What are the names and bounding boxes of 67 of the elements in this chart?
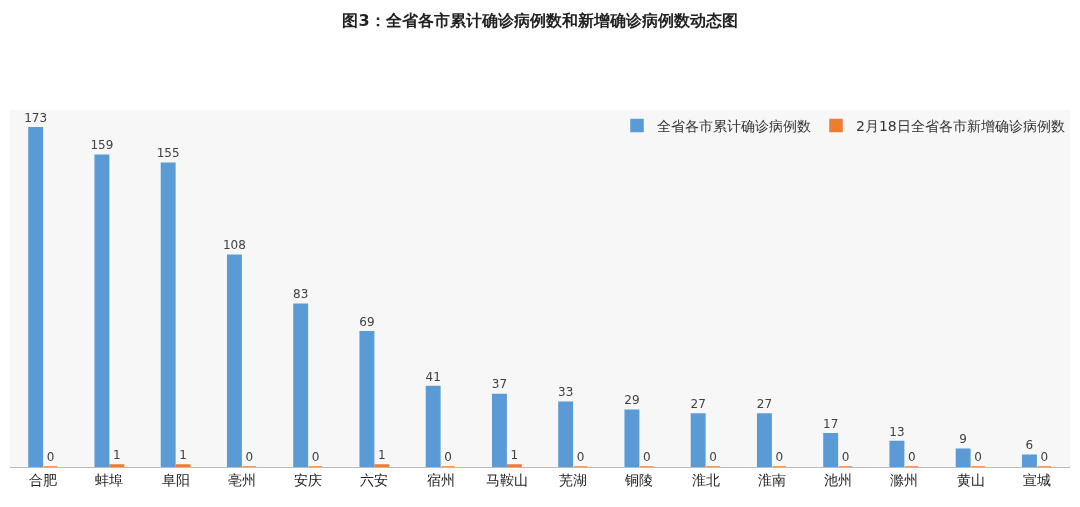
legend-label: 2月18日全省各市新增确诊病例数 [856,118,1065,135]
x-tick-label: 滁州 [890,471,919,488]
bar [359,330,375,467]
data-label: 13 [889,424,905,439]
data-label: 0 [46,450,55,464]
bar [94,154,110,467]
data-label: 0 [311,450,320,464]
x-tick-label: 淮南 [757,471,786,488]
x-tick-label: 池州 [824,471,853,488]
data-label: 6 [1025,438,1034,453]
data-label: 17 [823,416,839,431]
chart-title: 图3：全省各市累计确诊病例数和新增确诊病例数动态图 [342,11,738,31]
x-tick-label: 阜阳 [161,471,190,488]
bar [226,254,242,467]
bar [160,162,176,467]
data-label: 33 [558,385,574,400]
data-label: 1 [179,448,187,463]
data-label: 0 [444,450,452,464]
data-label: 155 [156,146,180,161]
data-label: 27 [690,397,706,412]
bar [624,409,640,467]
data-label: 108 [222,238,246,253]
legend-label: 全省各市累计确诊病例数 [657,118,811,135]
x-tick-label: 宿州 [426,471,455,488]
data-label: 0 [908,450,916,464]
data-label: 0 [709,450,717,464]
data-label: 0 [775,450,784,464]
data-label: 69 [359,314,375,329]
bar [425,385,441,467]
data-label: 83 [293,287,309,302]
data-label: 0 [643,450,651,464]
x-tick-label: 六安 [360,471,389,488]
x-tick-label: 安庆 [294,471,323,488]
bar [823,432,839,467]
data-label: 0 [974,450,982,464]
data-label: 0 [841,450,850,464]
data-label: 0 [245,450,254,464]
bar [1021,454,1037,467]
x-tick-label: 合肥 [29,471,58,488]
bar [491,393,507,467]
data-label: 1 [378,448,386,463]
data-label: 0 [1040,450,1049,464]
bar [558,401,574,467]
data-label: 1 [510,448,519,463]
bar [756,413,772,467]
x-tick-label: 宣城 [1022,471,1051,488]
data-label: 9 [959,432,967,447]
x-tick-label: 马鞍山 [485,471,528,488]
x-tick-label: 黄山 [956,471,985,488]
x-tick-label: 亳州 [227,471,256,488]
data-label: 1 [113,448,121,463]
x-tick-label: 淮北 [691,471,720,488]
data-label: 29 [624,393,640,408]
bar [28,127,44,467]
x-tick-label: 蚌埠 [95,471,124,488]
data-label: 41 [425,369,441,384]
data-label: 0 [576,450,585,464]
bar [690,413,706,467]
x-tick-label: 芜湖 [559,471,588,488]
x-tick-label: 铜陵 [624,471,654,488]
bar [955,448,971,467]
bar [889,440,905,467]
data-label: 159 [90,138,114,153]
data-label: 37 [491,377,508,392]
bar [293,303,309,467]
data-label: 173 [24,110,48,125]
data-label: 27 [756,397,773,412]
